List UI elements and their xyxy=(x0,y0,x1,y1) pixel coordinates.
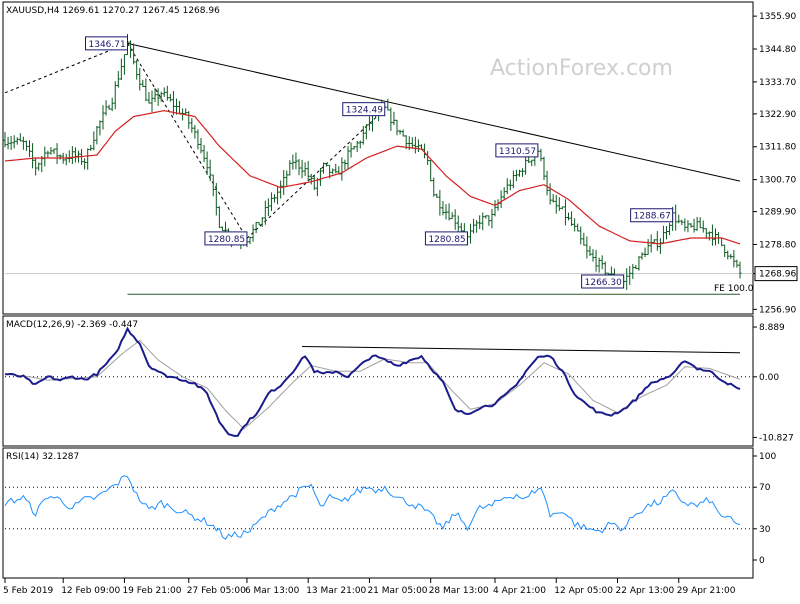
x-tick-label: 12 Feb 09:00 xyxy=(61,586,120,596)
macd-trendline xyxy=(302,346,741,354)
price-label: 1310.57 xyxy=(499,147,536,157)
x-tick-label: 12 Apr 05:00 xyxy=(554,586,613,596)
x-tick-label: 4 Apr 21:00 xyxy=(493,586,546,596)
macd-panel-frame xyxy=(2,315,754,447)
price-label-box xyxy=(630,208,674,223)
price-label-box xyxy=(424,231,468,246)
price-ytick-label: 1322.90 xyxy=(759,110,796,120)
price-label-box xyxy=(495,143,539,158)
price-panel-frame xyxy=(2,1,754,315)
price-label: 1266.30 xyxy=(585,278,622,288)
price-ytick-label: 1311.80 xyxy=(759,143,796,153)
rsi-ytick-label: 0 xyxy=(759,556,765,566)
macd-line xyxy=(5,326,741,438)
x-tick-label: 19 Feb 21:00 xyxy=(122,586,181,596)
macd-ytick-label: 0.00 xyxy=(759,373,779,383)
price-label-box xyxy=(204,231,248,246)
x-tick-label: 27 Feb 05:00 xyxy=(187,586,246,596)
price-ytick-label: 1344.80 xyxy=(759,45,796,55)
fe-label: FE 100.0 xyxy=(714,284,754,294)
price-label: 1324.49 xyxy=(346,106,383,116)
x-tick-label: 22 Apr 13:00 xyxy=(616,586,675,596)
price-current-price-box xyxy=(754,266,798,282)
rsi-ytick-label: 70 xyxy=(759,483,771,493)
x-tick-label: 21 Mar 05:00 xyxy=(367,586,427,596)
rsi-layer xyxy=(4,475,753,540)
x-tick-label: 13 Mar 21:00 xyxy=(306,586,366,596)
price-label: 1288.67 xyxy=(634,212,671,222)
price-label: 1280.85 xyxy=(208,235,245,245)
dashed-leg-2 xyxy=(246,108,386,239)
rsi-ytick-label: 30 xyxy=(759,525,771,535)
rsi-header: RSI(14) 32.1287 xyxy=(6,452,79,462)
price-label-box xyxy=(581,274,625,289)
x-tick-label: 6 Mar 13:00 xyxy=(245,586,300,596)
price-label-box xyxy=(342,102,386,117)
price-ytick-label: 1278.80 xyxy=(759,240,796,250)
price-ytick-label: 1333.70 xyxy=(759,78,796,88)
rsi-ytick-label: 100 xyxy=(759,452,776,462)
price-layer: FE 100.0 1346.71 1324.49 1310.57 1288.67 1280… xyxy=(3,33,754,295)
rsi-panel-frame xyxy=(2,447,754,579)
price-label-box xyxy=(85,36,128,51)
macd-ytick-label: 8.889 xyxy=(759,323,785,333)
macd-layer xyxy=(4,326,753,438)
x-tick-label: 29 Apr 21:00 xyxy=(677,586,736,596)
price-header: XAUUSD,H4 1269.61 1270.27 1267.45 1268.9… xyxy=(6,6,220,16)
downtrend-line xyxy=(127,42,741,182)
macd-ytick-label: -10.827 xyxy=(759,433,794,443)
price-ytick-label: 1256.90 xyxy=(759,305,796,315)
price-ytick-label: 1289.90 xyxy=(759,208,796,218)
axis-layer: 1355.90 1344.80 1333.70 1322.90 1311.80 1300.… xyxy=(3,12,798,596)
price-ytick-label: 1300.70 xyxy=(759,176,796,186)
price-ytick-label: 1355.90 xyxy=(759,12,796,22)
price-label: 1346.71 xyxy=(89,40,126,50)
x-tick-label: 28 Mar 13:00 xyxy=(429,586,489,596)
dashed-leg-0 xyxy=(4,42,128,94)
x-tick-label: 5 Feb 2019 xyxy=(3,586,54,596)
price-label: 1280.85 xyxy=(428,235,465,245)
price-ytick-label: 1268.96 xyxy=(759,270,796,280)
ema-line xyxy=(4,109,741,245)
rsi-line xyxy=(4,475,741,540)
dashed-leg-1 xyxy=(127,43,248,239)
watermark-text: ActionForex.com xyxy=(490,56,673,81)
macd-header: MACD(12,26,9) -2.369 -0.447 xyxy=(6,320,138,330)
